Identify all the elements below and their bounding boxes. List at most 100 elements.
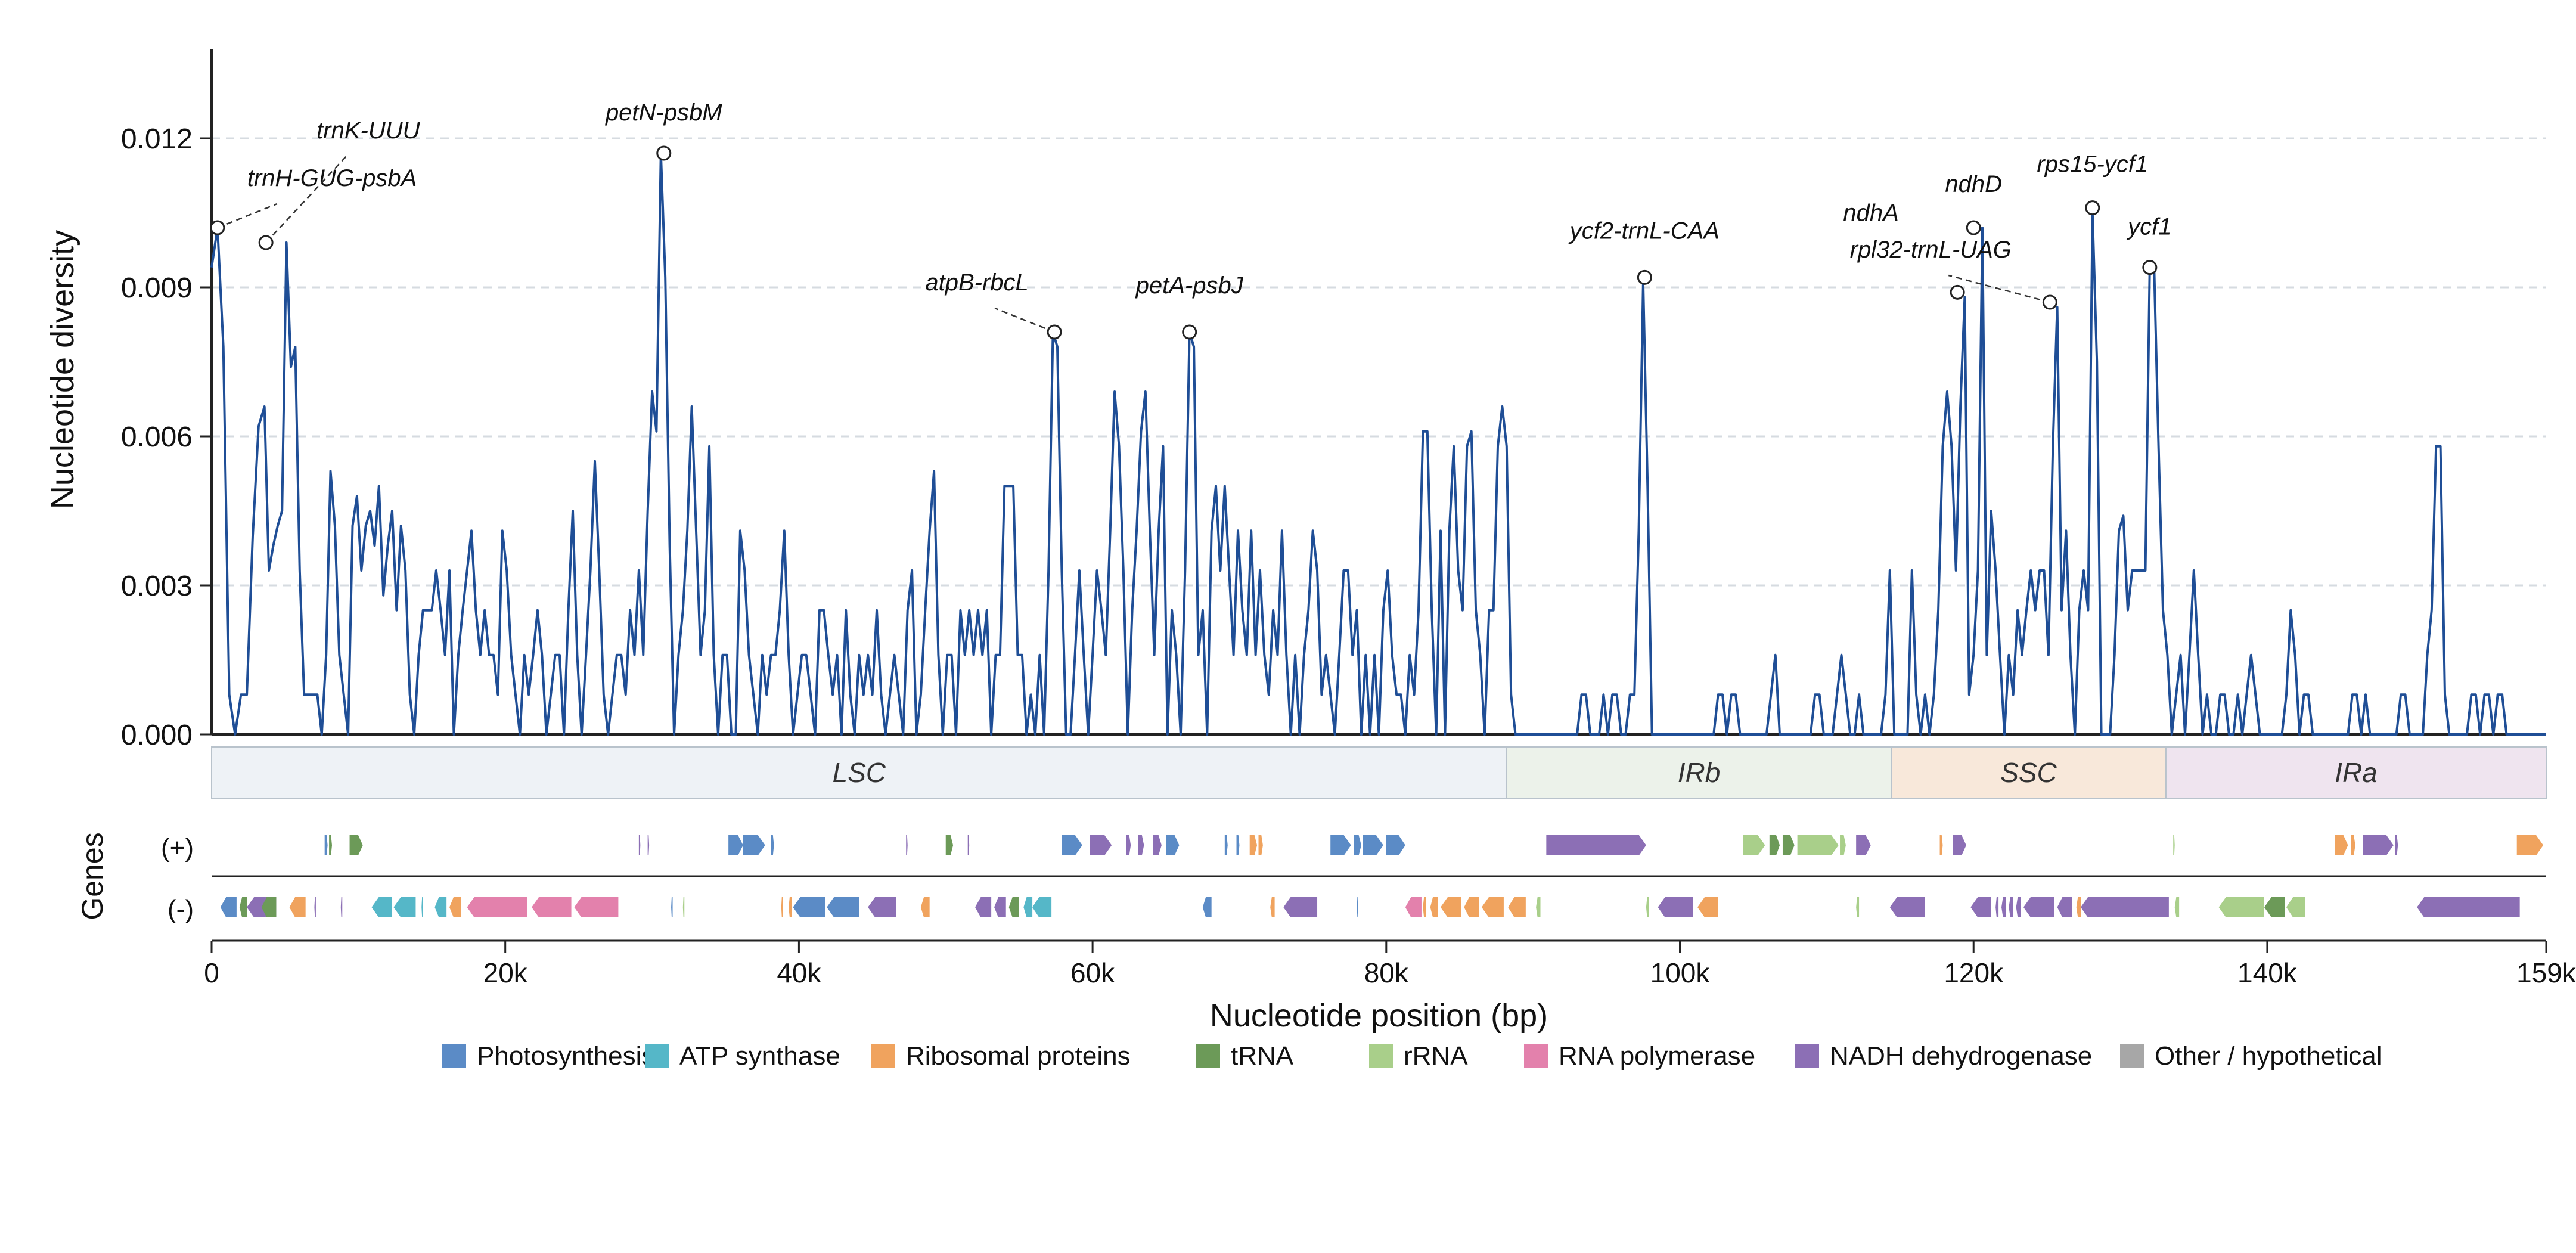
annotation-label: petA-psbJ bbox=[1135, 272, 1244, 299]
legend-label: NADH dehydrogenase bbox=[1830, 1041, 2092, 1071]
x-tick-label: 100k bbox=[1650, 957, 1711, 988]
gene-arrow bbox=[329, 835, 333, 855]
grid-lines bbox=[212, 137, 2546, 587]
gene-arrow bbox=[1856, 897, 1860, 917]
gene-arrow bbox=[1405, 897, 1422, 917]
gene-arrow bbox=[1023, 897, 1033, 917]
peak-annotations: trnH-GUG-psbA trnK-UUU petN-psbM atpB-rbcL p… bbox=[210, 100, 2172, 340]
gene-arrow bbox=[1840, 835, 1846, 855]
legend-swatch bbox=[645, 1044, 669, 1068]
gene-arrow bbox=[945, 835, 954, 855]
y-ticks: 0.000 0.003 0.006 0.009 0.012 bbox=[121, 123, 212, 751]
legend-swatch bbox=[1524, 1044, 1548, 1068]
gene-arrow bbox=[975, 897, 992, 917]
x-tick-label: 60k bbox=[1070, 957, 1115, 988]
gene-arrow bbox=[1797, 835, 1839, 855]
gene-arrow bbox=[340, 897, 343, 917]
x-tick-label: 40k bbox=[777, 957, 821, 988]
gene-arrow bbox=[449, 897, 461, 917]
gene-arrow bbox=[1430, 897, 1438, 917]
gene-arrow bbox=[1782, 835, 1795, 855]
legend-label: Ribosomal proteins bbox=[906, 1041, 1131, 1071]
genome-regions: LSC IRb SSC IRa bbox=[211, 746, 2547, 799]
gene-arrow bbox=[2417, 897, 2520, 917]
gene-arrow bbox=[967, 835, 970, 855]
gene-arrow bbox=[827, 897, 859, 917]
x-axis-label: Nucleotide position (bp) bbox=[1210, 998, 1548, 1034]
gene-arrow bbox=[2081, 897, 2169, 917]
region-block bbox=[1891, 746, 2167, 799]
annotation-leader bbox=[1948, 274, 2050, 303]
gene-arrow bbox=[421, 897, 423, 917]
gene-arrow bbox=[728, 835, 743, 855]
annotation-leader bbox=[994, 307, 1055, 333]
gene-arrow bbox=[1363, 835, 1383, 855]
gene-arrow bbox=[1970, 897, 1991, 917]
gene-arrow bbox=[2023, 897, 2054, 917]
legend-swatch bbox=[1795, 1044, 1819, 1068]
gene-arrow bbox=[1270, 897, 1275, 917]
gene-arrow bbox=[771, 835, 774, 855]
x-tick-label: 80k bbox=[1364, 957, 1409, 988]
gene-track: Genes (+) (-) bbox=[76, 832, 2546, 942]
gene-arrow bbox=[1224, 835, 1228, 855]
gene-arrow bbox=[2286, 897, 2305, 917]
peak-marker bbox=[2142, 260, 2158, 275]
gene-arrow bbox=[2335, 835, 2348, 855]
gene-arrow bbox=[682, 897, 685, 917]
gene-arrow bbox=[314, 897, 316, 917]
gene-arrow bbox=[920, 897, 930, 917]
gene-arrow bbox=[2016, 897, 2021, 917]
gene-marks bbox=[220, 835, 2544, 917]
gene-arrow bbox=[1166, 835, 1180, 855]
region-label: LSC bbox=[833, 757, 886, 788]
gene-arrow bbox=[793, 897, 825, 917]
legend-label: tRNA bbox=[1231, 1041, 1294, 1071]
gene-arrow bbox=[467, 897, 527, 917]
x-tick-label: 120k bbox=[1944, 957, 2004, 988]
gene-arrow bbox=[1283, 897, 1318, 917]
gene-arrow bbox=[1481, 897, 1504, 917]
gene-arrow bbox=[1062, 835, 1082, 855]
gene-arrow bbox=[2363, 835, 2394, 855]
legend-swatch bbox=[1369, 1044, 1393, 1068]
gene-arrow bbox=[1697, 897, 1718, 917]
gene-arrow bbox=[1658, 897, 1693, 917]
peak-marker bbox=[1637, 269, 1652, 285]
legend-label: Other / hypothetical bbox=[2155, 1041, 2382, 1071]
legend-label: rRNA bbox=[1404, 1041, 1468, 1071]
gene-arrow bbox=[324, 835, 328, 855]
plus-strand-label: (+) bbox=[161, 833, 194, 863]
legend: Photosynthesis ATP synthase Ribosomal prot… bbox=[442, 1041, 2382, 1071]
legend-swatch bbox=[442, 1044, 466, 1068]
x-tick-label: 0 bbox=[204, 957, 219, 988]
annotation-label: ndhA bbox=[1843, 200, 1898, 226]
minus-strand-label: (-) bbox=[167, 895, 194, 924]
peak-marker bbox=[1047, 324, 1062, 340]
y-tick-label: 0.006 bbox=[121, 421, 193, 453]
gene-arrow bbox=[1153, 835, 1162, 855]
gene-arrow bbox=[1536, 897, 1541, 917]
peak-marker bbox=[656, 145, 672, 161]
gene-arrow bbox=[371, 897, 393, 917]
gene-arrow bbox=[781, 897, 783, 917]
y-tick-label: 0.012 bbox=[121, 123, 193, 155]
legend-swatch bbox=[1196, 1044, 1220, 1068]
peak-marker bbox=[258, 235, 274, 250]
x-tick-label: 20k bbox=[483, 957, 528, 988]
gene-arrow bbox=[1249, 835, 1258, 855]
legend-swatch bbox=[2120, 1044, 2144, 1068]
region-label: SSC bbox=[2000, 757, 2057, 788]
gene-arrow bbox=[1008, 897, 1019, 917]
gene-arrow bbox=[1126, 835, 1131, 855]
gene-arrow bbox=[2174, 897, 2180, 917]
gene-arrow bbox=[2076, 897, 2081, 917]
annotation-label: atpB-rbcL bbox=[925, 269, 1028, 296]
gene-arrow bbox=[1032, 897, 1052, 917]
peak-marker bbox=[2085, 200, 2100, 216]
gene-arrow bbox=[1995, 897, 1999, 917]
gene-arrow bbox=[647, 835, 650, 855]
diversity-series-line bbox=[210, 152, 2546, 736]
gene-arrow bbox=[1646, 897, 1649, 917]
